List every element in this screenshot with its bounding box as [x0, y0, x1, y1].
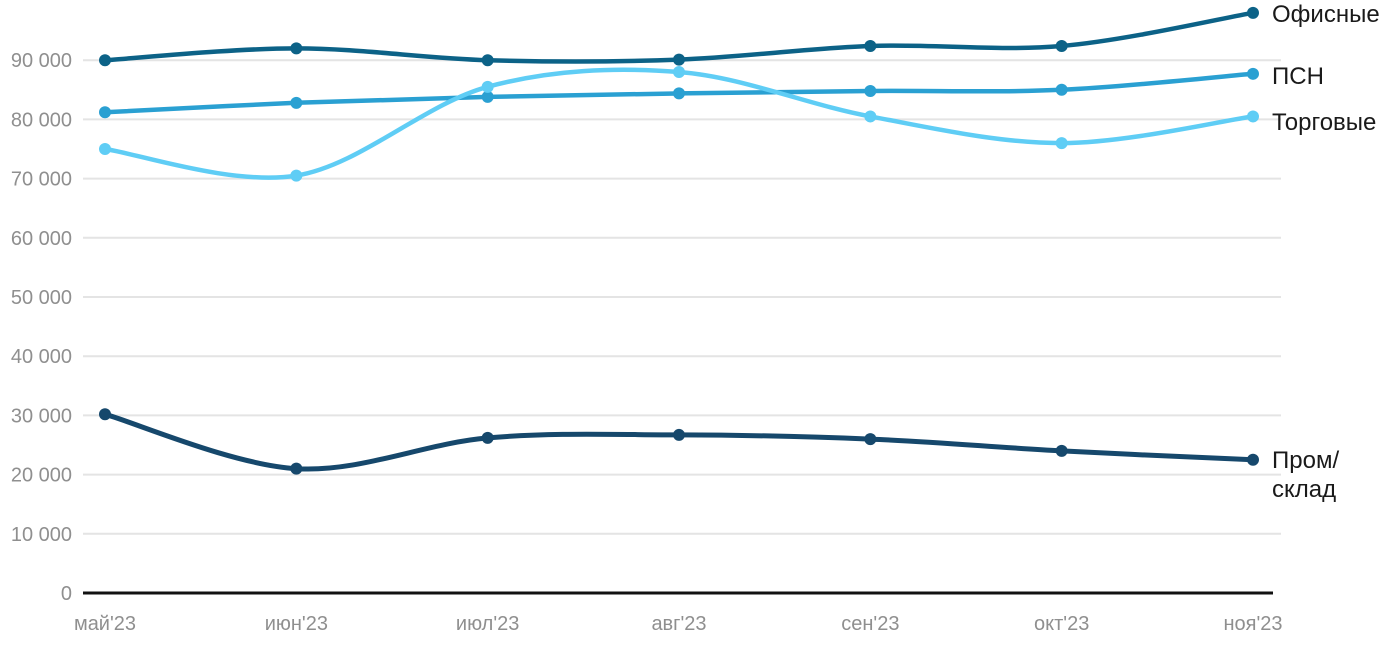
data-point-psn — [1246, 67, 1259, 80]
x-axis-tick-label: сен'23 — [841, 613, 899, 635]
y-axis-tick-label: 40 000 — [11, 346, 72, 368]
x-axis-tick-label: ноя'23 — [1223, 613, 1282, 635]
data-point-prom-sklad — [864, 433, 877, 446]
data-point-torgovye — [1055, 137, 1068, 150]
data-point-ofisnye — [1055, 39, 1068, 52]
y-axis-tick-label: 90 000 — [11, 50, 72, 72]
y-axis-tick-label: 80 000 — [11, 109, 72, 131]
data-point-torgovye — [99, 143, 111, 155]
data-point-psn — [864, 84, 877, 97]
data-point-ofisnye — [672, 53, 685, 66]
x-axis-tick-label: июл'23 — [456, 613, 519, 635]
data-point-prom-sklad — [99, 408, 111, 421]
series-line-torgovye — [102, 67, 1256, 180]
data-point-ofisnye — [290, 42, 303, 55]
data-point-torgovye — [481, 80, 494, 93]
data-point-torgovye — [290, 169, 303, 182]
data-point-psn — [672, 87, 685, 100]
x-axis-tick-label: июн'23 — [265, 613, 328, 635]
y-axis-tick-label: 0 — [61, 583, 72, 605]
data-point-torgovye — [1246, 110, 1259, 123]
x-axis-tick-label: май'23 — [74, 613, 136, 635]
series-line-prom-sklad — [102, 411, 1256, 472]
data-point-ofisnye — [864, 39, 877, 52]
y-axis-tick-label: 20 000 — [11, 465, 72, 487]
data-point-prom-sklad — [1246, 453, 1259, 466]
data-point-ofisnye — [99, 54, 111, 67]
data-point-psn — [99, 106, 111, 119]
x-axis-tick-label: окт'23 — [1034, 613, 1089, 635]
y-axis-tick-label: 50 000 — [11, 287, 72, 309]
y-axis-tick-label: 30 000 — [11, 405, 72, 427]
data-point-torgovye — [864, 110, 877, 123]
data-point-ofisnye — [481, 54, 494, 67]
data-point-ofisnye — [1246, 6, 1259, 19]
x-axis-tick-label: авг'23 — [651, 613, 706, 635]
data-point-psn — [1055, 83, 1068, 96]
data-point-psn — [481, 90, 494, 103]
data-point-torgovye — [672, 66, 685, 79]
data-point-prom-sklad — [290, 462, 303, 475]
y-axis-tick-label: 60 000 — [11, 228, 72, 250]
data-point-prom-sklad — [1055, 444, 1068, 457]
y-axis-tick-label: 10 000 — [11, 524, 72, 546]
data-point-prom-sklad — [672, 428, 685, 441]
data-point-psn — [290, 96, 303, 109]
y-axis-tick-label: 70 000 — [11, 169, 72, 191]
data-point-prom-sklad — [481, 431, 494, 444]
